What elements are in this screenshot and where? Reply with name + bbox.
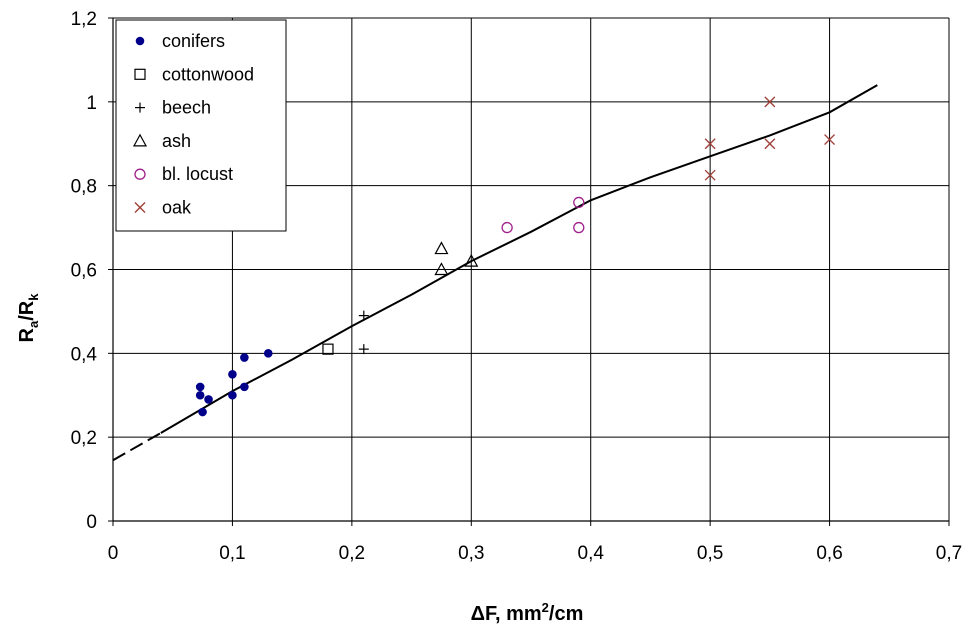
data-point-oak (764, 96, 776, 108)
legend-marker-cottonwood (134, 68, 146, 80)
data-point-conifers (240, 353, 249, 362)
data-point-oak (764, 138, 776, 150)
data-point-bl-locust (573, 221, 585, 234)
data-point-conifers (195, 390, 205, 400)
axes (108, 17, 950, 526)
y-tick-label: 0,8 (71, 177, 97, 198)
x-axis-title: ΔF, mm2/cm (471, 600, 584, 625)
data-point-ash (434, 241, 449, 255)
legend-label-ash: ash (162, 131, 191, 151)
data-point-oak (824, 134, 836, 146)
data-point-beech (358, 310, 369, 321)
x-tick-label: 0 (108, 543, 119, 564)
y-tick-label: 0,6 (71, 261, 97, 282)
data-point-oak (704, 138, 716, 150)
data-point-beech (358, 344, 369, 355)
data-points (195, 96, 836, 417)
legend-label-oak: oak (162, 198, 192, 218)
legend-marker-oak (134, 202, 146, 213)
x-tick-label: 0,7 (936, 543, 962, 564)
x-tick-label: 0,2 (339, 543, 365, 564)
grid-lines (113, 17, 950, 521)
data-point-conifers (195, 382, 205, 392)
legend: conifers cottonwood beech ash bl. locust oak (115, 19, 287, 232)
y-tick-label: 1,2 (71, 9, 97, 30)
data-point-bl-locust (501, 221, 513, 234)
legend-label-beech: beech (162, 98, 211, 118)
data-point-oak (704, 169, 716, 181)
y-tick-label: 0,4 (71, 344, 98, 365)
x-tick-label: 0,5 (697, 543, 723, 564)
data-point-conifers (240, 382, 249, 392)
data-point-conifers (204, 395, 213, 404)
data-point-ash (434, 262, 449, 276)
legend-box (115, 19, 287, 232)
x-tick-label: 0,4 (578, 543, 605, 564)
legend-label-bl-locust: bl. locust (162, 164, 233, 184)
y-tick-label: 0 (86, 512, 97, 533)
y-axis-title: Ra/Rk (16, 293, 41, 343)
data-point-conifers (228, 390, 237, 400)
fit-curve-dashed (112, 432, 162, 462)
data-point-ash (464, 253, 479, 267)
data-point-cottonwood (322, 343, 334, 355)
legend-marker-conifers (135, 36, 145, 46)
data-point-bl-locust (573, 196, 585, 209)
data-point-conifers (263, 349, 273, 358)
fit-curve-solid (160, 84, 878, 434)
y-tick-label: 1 (86, 93, 97, 114)
tick-labels: 0 0,1 0,2 0,3 0,4 0,5 0,6 0,7 0 0,2 0,4 0,6 0,8 1 1,2 (71, 9, 963, 564)
x-tick-label: 0,3 (458, 543, 484, 564)
legend-label-cottonwood: cottonwood (162, 64, 254, 84)
legend-label-conifers: conifers (162, 31, 225, 51)
legend-marker-ash (132, 133, 148, 147)
legend-marker-bl-locust (134, 168, 146, 180)
y-tick-label: 0,2 (71, 428, 97, 449)
fit-curve (112, 84, 878, 462)
data-point-conifers (198, 407, 207, 417)
data-point-conifers (228, 369, 237, 379)
x-tick-label: 0,6 (816, 543, 842, 564)
x-tick-label: 0,1 (219, 543, 245, 564)
legend-marker-beech (135, 102, 145, 113)
